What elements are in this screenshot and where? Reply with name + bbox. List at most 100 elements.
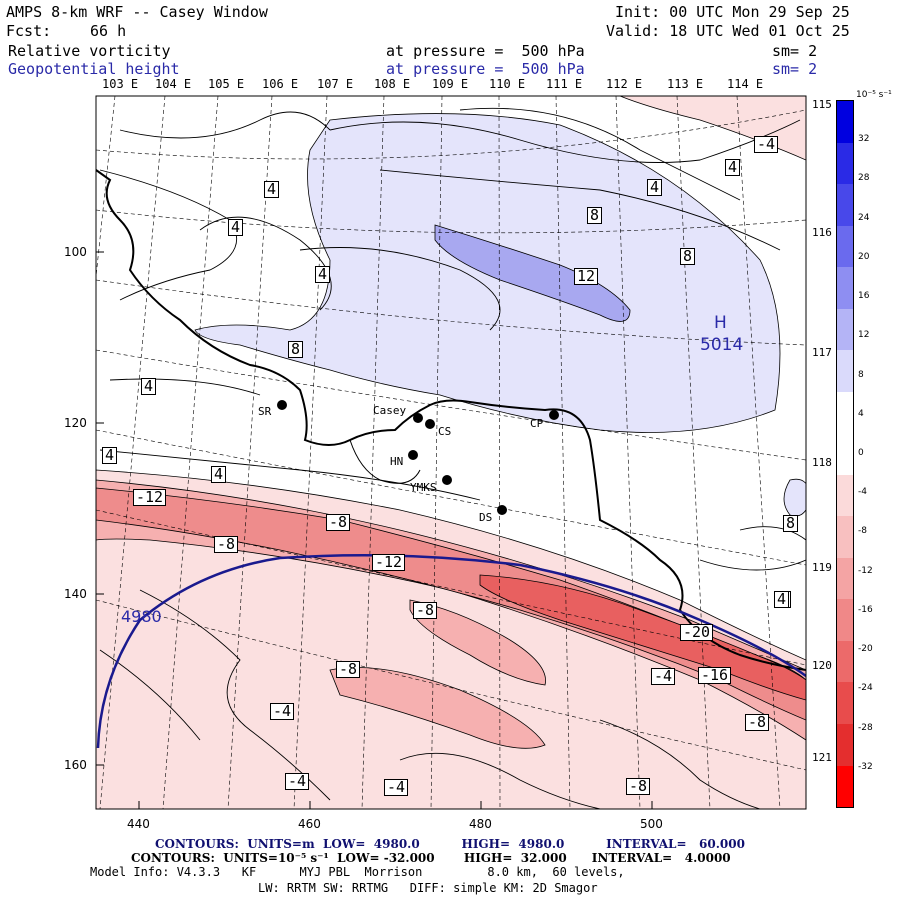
colorbar-level: 32 [858, 134, 870, 144]
contour-label: -8 [626, 778, 651, 795]
high-pressure-value: 5014 [700, 335, 744, 355]
height-contour-info: CONTOURS: UNITS=m LOW= 4980.0 HIGH= 4980… [155, 837, 745, 851]
header-title: AMPS 8-km WRF -- Casey Window [6, 3, 268, 21]
positive-vorticity-right [783, 478, 806, 517]
contour-label: 4 [264, 181, 280, 198]
lon-label-top: 110 E [489, 77, 526, 91]
station-label-ymks: YMKS [410, 481, 437, 494]
station-label-casey: Casey [373, 404, 407, 417]
colorbar-level: -12 [858, 566, 873, 576]
field1-smoothing: sm= 2 [772, 42, 818, 60]
colorbar-swatch [837, 267, 853, 309]
contour-label: -8 [326, 514, 351, 531]
colorbar-level: -28 [858, 723, 873, 733]
model-info: Model Info: V4.3.3 KF MYJ PBL Morrison 8… [90, 865, 625, 879]
contour-label: 8 [783, 515, 799, 532]
lon-label-top: 105 E [208, 77, 245, 91]
lon-label-top: 107 E [317, 77, 354, 91]
forecast-hour: 66 h [90, 22, 127, 40]
colorbar-swatch [837, 765, 853, 808]
contour-label: -16 [698, 667, 732, 684]
colorbar-level: 16 [858, 291, 870, 301]
contour-label: 8 [288, 341, 304, 358]
colorbar-level: -4 [858, 487, 867, 497]
colorbar-swatch [837, 599, 853, 641]
contour-label: -4 [285, 773, 310, 790]
contour-label: -12 [372, 554, 406, 571]
lon-label-top: 113 E [667, 77, 704, 91]
contour-label: -8 [413, 602, 438, 619]
colorbar-level: 0 [858, 448, 864, 458]
contour-label: 4 [647, 179, 663, 196]
positive-vorticity-core [434, 224, 631, 322]
contour-label: 4 [315, 266, 331, 283]
colorbar-labels: 32 28 24 20 16 12 8 4 0 -4 -8 -12 -16 -20 -24 -28 -32 [858, 100, 898, 806]
colorbar-swatch [837, 557, 853, 600]
colorbar-swatch [837, 433, 853, 475]
coastline [96, 169, 806, 671]
contour-label: 4 [211, 466, 227, 483]
negative-vorticity-core [96, 487, 806, 721]
colorbar-level: -20 [858, 644, 873, 654]
contour-label: -4 [754, 136, 779, 153]
colorbar-swatch [837, 101, 853, 143]
y-axis-tick: 140 [64, 587, 87, 601]
contour-label: 4 [725, 159, 741, 176]
field1-level: at pressure = 500 hPa [386, 42, 585, 60]
colorbar-level: -8 [858, 526, 867, 536]
colorbar-swatch [837, 391, 853, 434]
contour-label: 4 [228, 219, 244, 236]
lon-label-top: 111 E [546, 77, 583, 91]
contour-label: -4 [651, 668, 676, 685]
field2-smoothing: sm= 2 [772, 60, 818, 78]
colorbar-swatch [837, 225, 853, 268]
y-axis-tick: 100 [64, 245, 87, 259]
contour-label: 12 [574, 268, 599, 285]
lon-label-top: 104 E [155, 77, 192, 91]
colorbar-level: 24 [858, 213, 870, 223]
negative-vorticity-lobe [329, 667, 546, 749]
init-time: Init: 00 UTC Mon 29 Sep 25 [615, 3, 850, 21]
colorbar-level: -16 [858, 605, 873, 615]
vorticity-contour-info: CONTOURS: UNITS=10⁻⁵ s⁻¹ LOW= -32.000 HI… [131, 851, 731, 865]
lon-label-top: 108 E [374, 77, 411, 91]
colorbar-level: 12 [858, 330, 870, 340]
colorbar-swatch [837, 474, 853, 517]
colorbar-swatch [837, 516, 853, 558]
lon-label-top: 112 E [606, 77, 643, 91]
x-axis-tick: 460 [298, 817, 321, 831]
colorbar-level: 8 [858, 370, 864, 380]
negative-vorticity-lobe [409, 599, 546, 686]
contour-label: 4 [141, 378, 157, 395]
contour-label: -4 [270, 703, 295, 720]
contour-label: 4 [774, 591, 790, 608]
contour-label: -12 [133, 489, 167, 506]
colorbar-level: 20 [858, 252, 870, 262]
contour-label: -8 [214, 536, 239, 553]
station-label-cs: CS [438, 425, 452, 438]
station-label-ds: DS [479, 511, 493, 524]
high-pressure-letter: H [714, 313, 727, 333]
positive-vorticity-corner [619, 96, 806, 161]
field1-name: Relative vorticity [8, 42, 171, 60]
lon-label-top: 114 E [727, 77, 764, 91]
contour-label: 4 [102, 447, 118, 464]
colorbar-swatch [837, 350, 853, 392]
colorbar-swatch [837, 142, 853, 185]
station-label-sr: SR [258, 405, 272, 418]
model-physics: LW: RRTM SW: RRTMG DIFF: simple KM: 2D S… [258, 881, 598, 895]
colorbar-level: -24 [858, 683, 873, 693]
contour-label: 8 [587, 207, 603, 224]
station-label-cp: CP [530, 417, 544, 430]
colorbar-swatch [837, 640, 853, 683]
field2-level: at pressure = 500 hPa [386, 60, 585, 78]
forecast-label: Fcst: [6, 22, 52, 40]
lon-label-top: 103 E [102, 77, 139, 91]
colorbar-unit: 10⁻⁵ s⁻¹ [856, 90, 892, 100]
x-axis-tick: 500 [640, 817, 663, 831]
colorbar-level: -32 [858, 762, 873, 772]
colorbar-swatch [837, 723, 853, 766]
map-frame [95, 95, 807, 810]
x-axis-tick: 480 [469, 817, 492, 831]
